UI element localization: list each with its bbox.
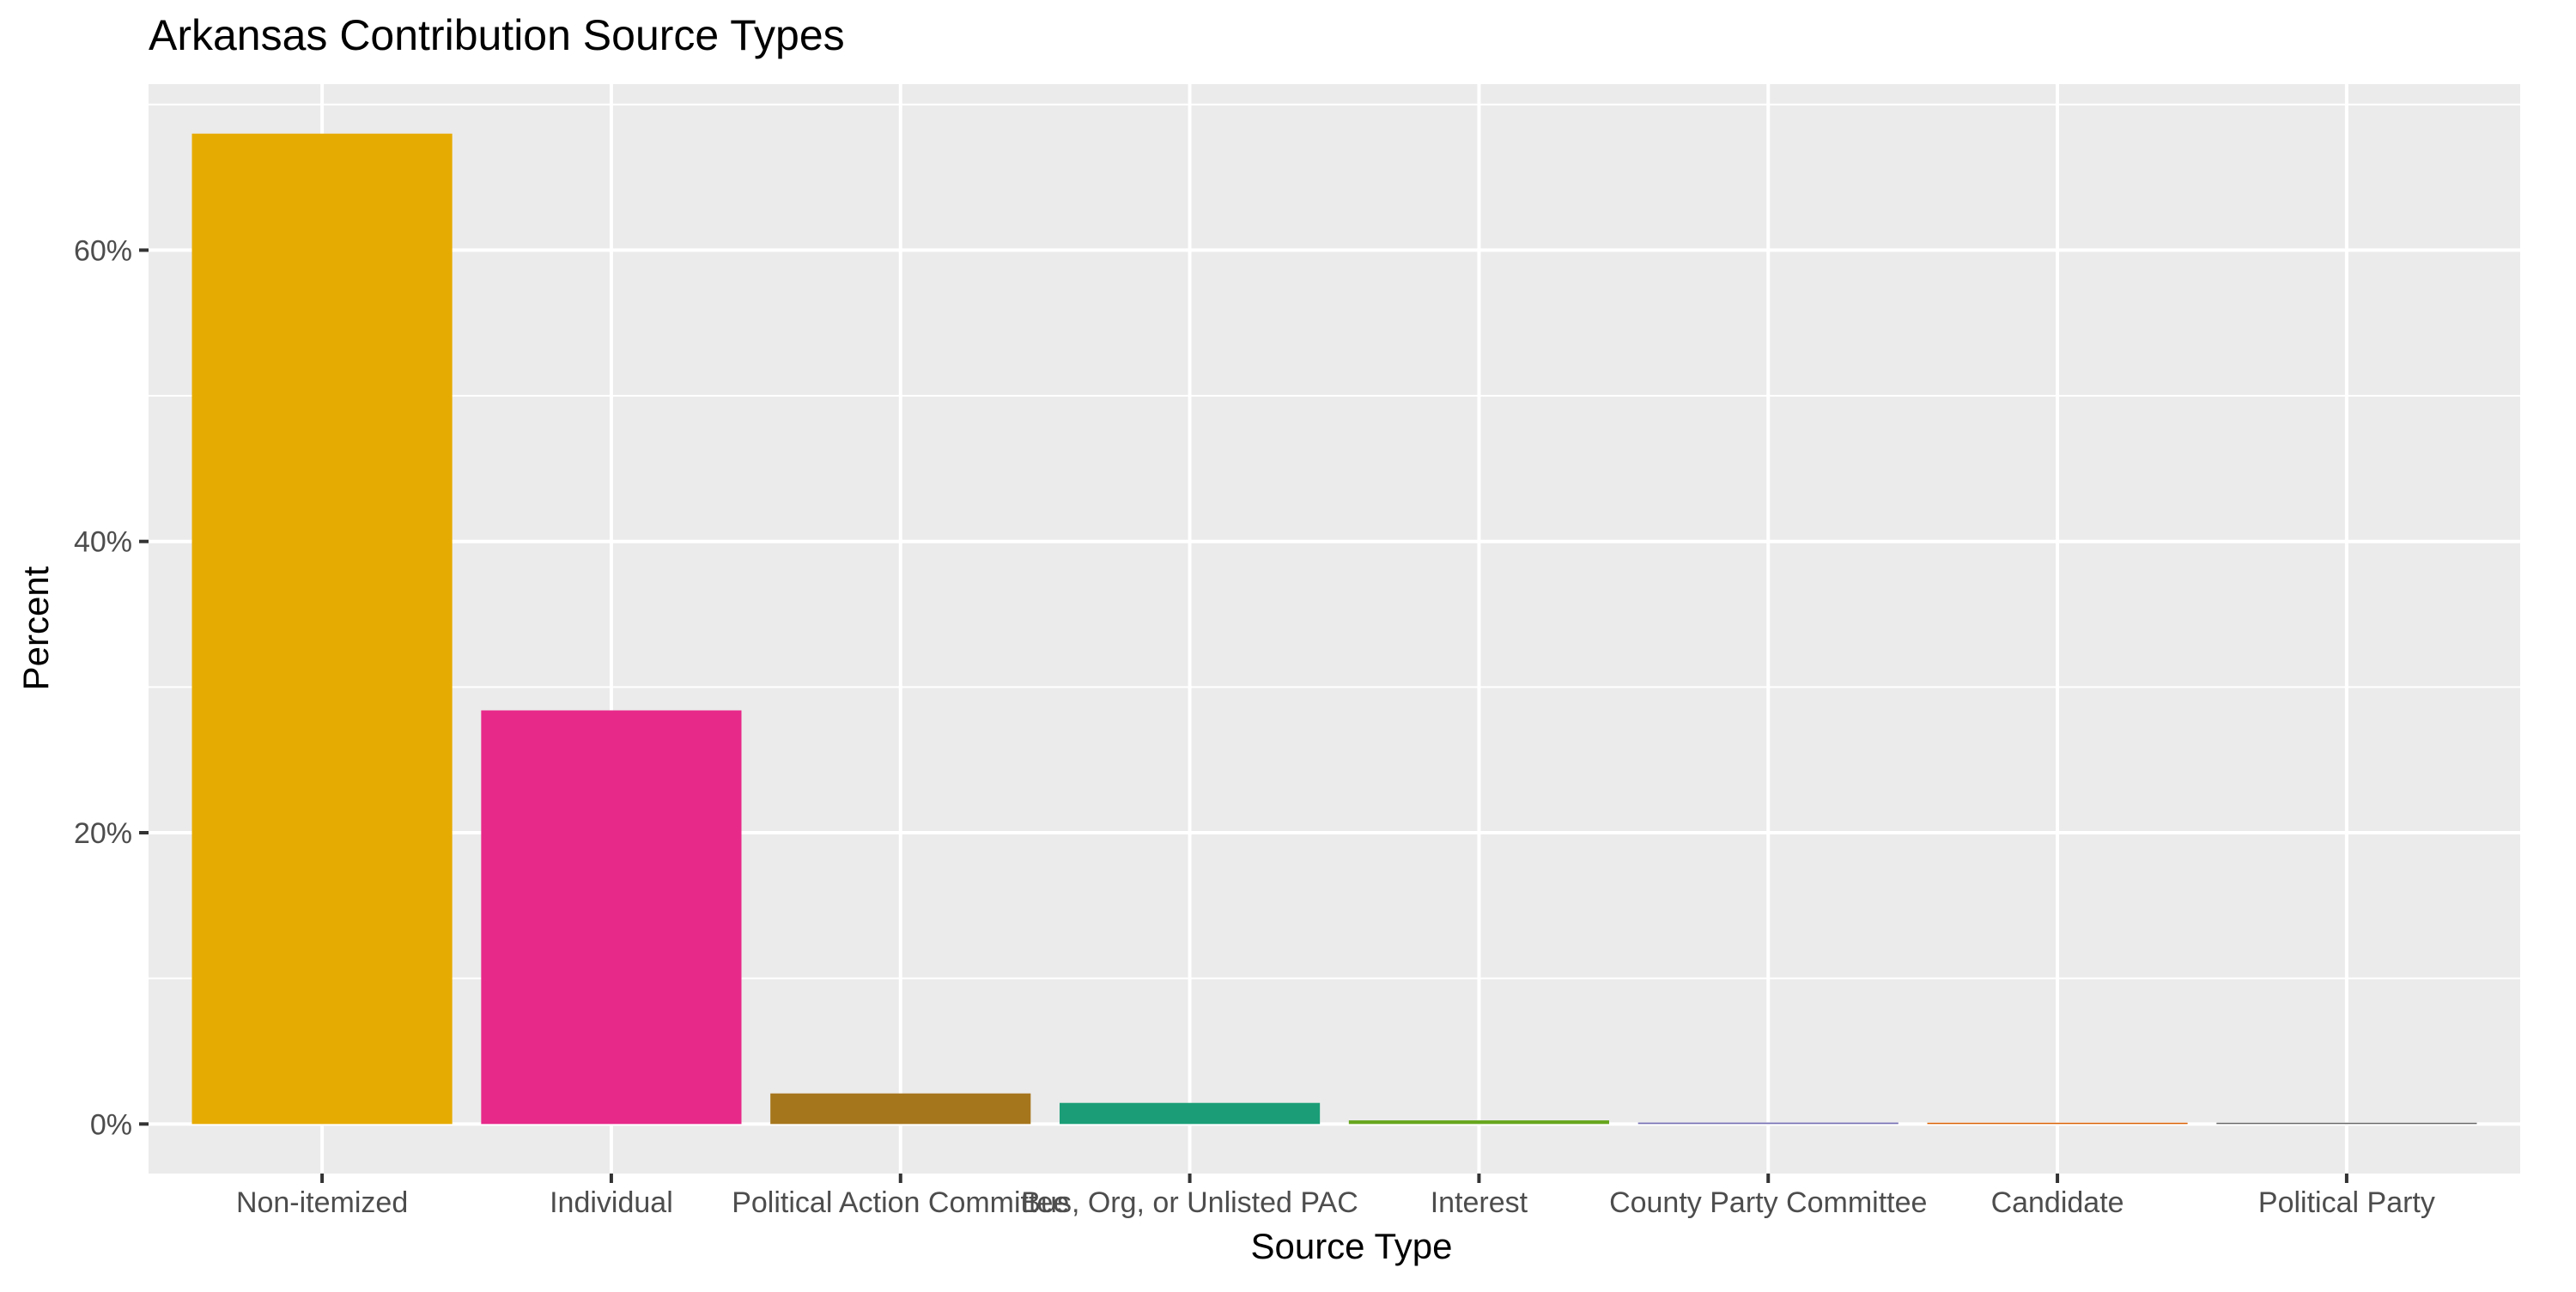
x-tick-label: Political Party bbox=[2258, 1186, 2435, 1219]
bar-political-party bbox=[2216, 1122, 2477, 1125]
x-tick-label: Interest bbox=[1431, 1186, 1528, 1219]
x-tick-label: Bus, Org, or Unlisted PAC bbox=[1021, 1186, 1358, 1219]
bar-candidate bbox=[1927, 1122, 2188, 1125]
bar-interest bbox=[1348, 1120, 1609, 1125]
y-tick-label: 40% bbox=[74, 526, 132, 559]
y-tick-label: 20% bbox=[74, 817, 132, 850]
y-axis: 0% 20% 40% 60% bbox=[74, 234, 149, 1141]
x-tick-label: Political Action Committee bbox=[732, 1186, 1069, 1219]
bar-bus-org-or-unlisted-pac bbox=[1060, 1102, 1321, 1125]
y-tick-label: 0% bbox=[90, 1108, 132, 1141]
bar-political-action-committee bbox=[770, 1093, 1031, 1125]
x-tick-label: Candidate bbox=[1991, 1186, 2124, 1219]
bars bbox=[191, 133, 2477, 1125]
y-axis-title: Percent bbox=[15, 566, 56, 690]
x-axis-title: Source Type bbox=[1250, 1226, 1452, 1266]
x-tick-label: Non-itemized bbox=[236, 1186, 408, 1219]
chart-title: Arkansas Contribution Source Types bbox=[149, 11, 845, 59]
bar-non-itemized bbox=[191, 133, 453, 1125]
y-tick-label: 60% bbox=[74, 234, 132, 267]
bar-individual bbox=[481, 710, 742, 1125]
x-tick-label: County Party Committee bbox=[1609, 1186, 1927, 1219]
x-tick-label: Individual bbox=[550, 1186, 673, 1219]
x-axis: Non-itemized Individual Political Action C… bbox=[236, 1174, 2435, 1219]
bar-county-party-committee bbox=[1637, 1122, 1899, 1125]
